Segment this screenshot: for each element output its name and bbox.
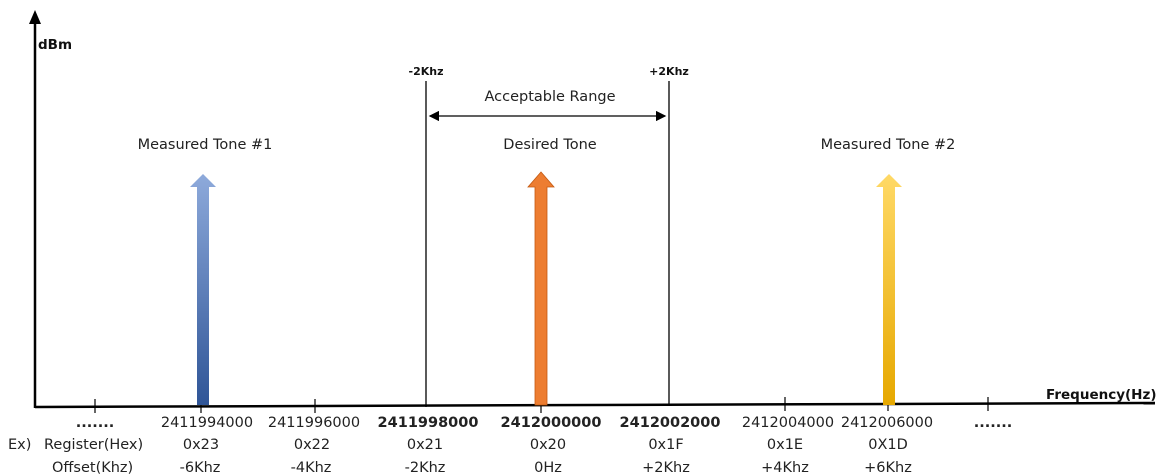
tone-arrow-measured-1: [190, 174, 216, 405]
tone-label-measured-2: Measured Tone #2: [821, 137, 956, 153]
register-value: 0x1E: [767, 437, 803, 453]
range-right-marker: +2Khz: [649, 65, 689, 78]
frequency-label: 2411996000: [268, 415, 360, 431]
frequency-label: 2412006000: [841, 415, 933, 431]
tone-arrow-measured-2: [876, 174, 902, 405]
frequency-label: 2412004000: [742, 415, 834, 431]
offset-value: +6Khz: [864, 460, 912, 476]
y-axis-label: dBm: [38, 37, 72, 53]
register-value: 0x1F: [648, 437, 683, 453]
register-values: 0x23 0x22 0x21 0x20 0x1F 0x1E 0X1D: [183, 437, 908, 453]
offset-value: 0Hz: [534, 460, 562, 476]
offset-value: +4Khz: [761, 460, 809, 476]
frequency-label: 2412002000: [620, 415, 721, 431]
tone-label-desired: Desired Tone: [503, 137, 597, 153]
frequency-label: 2411998000: [378, 415, 479, 431]
offset-value: +2Khz: [642, 460, 690, 476]
offset-row-label: Offset(Khz): [52, 460, 133, 476]
ellipsis-left: .......: [76, 415, 115, 431]
register-value: 0x21: [407, 437, 443, 453]
register-row-label: Register(Hex): [44, 437, 143, 453]
tone-arrow-desired: [527, 171, 555, 406]
register-value: 0x23: [183, 437, 219, 453]
register-value: 0X1D: [868, 437, 908, 453]
frequency-label: 2412000000: [501, 415, 602, 431]
x-axis: [34, 401, 1156, 409]
range-left-marker: -2Khz: [409, 65, 444, 78]
offset-value: -2Khz: [405, 460, 446, 476]
x-axis-label: Frequency(Hz): [1046, 387, 1157, 403]
frequency-labels: 2411994000 2411996000 2411998000 2412000…: [161, 415, 933, 431]
tone-label-measured-1: Measured Tone #1: [138, 137, 273, 153]
table-prefix: Ex): [8, 437, 31, 453]
frequency-label: 2411994000: [161, 415, 253, 431]
acceptable-range-label: Acceptable Range: [484, 89, 615, 105]
ellipsis-right: .......: [974, 415, 1013, 431]
register-value: 0x22: [294, 437, 330, 453]
offset-value: -6Khz: [180, 460, 221, 476]
register-value: 0x20: [530, 437, 566, 453]
y-axis-arrow: [29, 10, 41, 24]
offset-value: -4Khz: [291, 460, 332, 476]
offset-values: -6Khz -4Khz -2Khz 0Hz +2Khz +4Khz +6Khz: [180, 460, 912, 476]
